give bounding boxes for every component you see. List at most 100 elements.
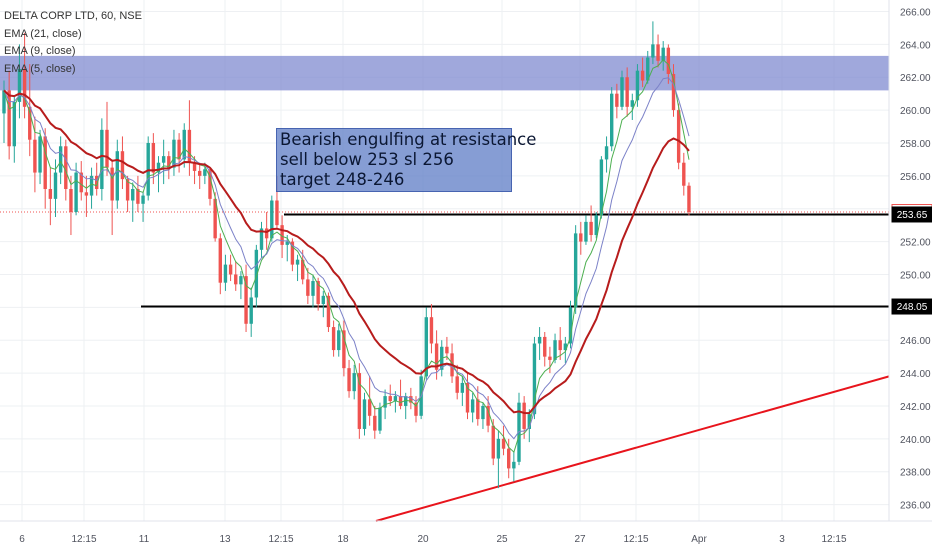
candle-body[interactable]: [558, 340, 562, 351]
candle-body[interactable]: [476, 399, 480, 420]
candle-body[interactable]: [635, 70, 640, 101]
candle-body[interactable]: [218, 238, 222, 283]
candle-body[interactable]: [177, 139, 181, 160]
candle-body[interactable]: [527, 414, 531, 429]
candle-body[interactable]: [290, 241, 295, 265]
candle-body[interactable]: [434, 343, 439, 370]
candle-body[interactable]: [125, 179, 130, 201]
candle-body[interactable]: [285, 241, 289, 245]
symbol-title[interactable]: DELTA CORP LTD, 60, NSE: [4, 10, 142, 22]
candle-body[interactable]: [393, 396, 398, 402]
candle-body[interactable]: [84, 192, 89, 196]
candle-body[interactable]: [666, 47, 671, 74]
candle-body[interactable]: [342, 330, 346, 369]
candle-body[interactable]: [264, 228, 269, 239]
candle-body[interactable]: [259, 228, 264, 250]
candle-body[interactable]: [167, 156, 171, 168]
candle-body[interactable]: [620, 77, 624, 107]
candle-body[interactable]: [100, 129, 104, 190]
candle-body[interactable]: [610, 93, 614, 147]
candle-body[interactable]: [584, 221, 588, 242]
candle-body[interactable]: [131, 189, 135, 201]
candle-body[interactable]: [460, 382, 465, 393]
candle-body[interactable]: [352, 373, 356, 392]
candle-body[interactable]: [573, 233, 578, 308]
candle-body[interactable]: [568, 307, 573, 344]
candle-body[interactable]: [615, 93, 619, 107]
candle-body[interactable]: [79, 172, 83, 193]
candle-body[interactable]: [321, 295, 325, 305]
candle-body[interactable]: [141, 195, 145, 204]
candle-body[interactable]: [491, 425, 495, 459]
candle-body[interactable]: [671, 73, 676, 111]
candle-body[interactable]: [22, 69, 27, 107]
candle-body[interactable]: [120, 151, 125, 180]
candle-body[interactable]: [311, 281, 315, 296]
candle-body[interactable]: [17, 69, 22, 102]
candle-body[interactable]: [604, 146, 609, 160]
candle-body[interactable]: [409, 396, 413, 403]
candle-body[interactable]: [445, 346, 449, 354]
candle-body[interactable]: [357, 373, 362, 429]
legend-ema5[interactable]: EMA (5, close): [4, 62, 76, 75]
candle-body[interactable]: [38, 136, 42, 173]
annotation-box[interactable]: Bearish engulfing at resistance sell bel…: [276, 128, 536, 192]
candle-body[interactable]: [537, 336, 542, 344]
candle-body[interactable]: [599, 159, 604, 216]
candle-body[interactable]: [470, 399, 475, 413]
candle-body[interactable]: [7, 90, 11, 147]
candle-body[interactable]: [455, 376, 459, 393]
candle-body[interactable]: [48, 189, 53, 199]
resistance-zone[interactable]: [0, 55, 889, 91]
candle-body[interactable]: [661, 47, 665, 61]
candle-body[interactable]: [486, 405, 490, 426]
candle-body[interactable]: [481, 405, 485, 420]
candle-body[interactable]: [646, 57, 650, 81]
candle-body[interactable]: [337, 330, 341, 351]
candle-body[interactable]: [12, 101, 16, 147]
support-trendline[interactable]: [375, 375, 890, 522]
candle-body[interactable]: [105, 129, 109, 168]
candle-body[interactable]: [522, 402, 526, 429]
candle-body[interactable]: [579, 233, 583, 242]
candle-body[interactable]: [589, 221, 593, 236]
candle-body[interactable]: [553, 340, 557, 360]
candle-body[interactable]: [543, 336, 547, 357]
candle-body[interactable]: [326, 295, 331, 328]
candle-body[interactable]: [192, 162, 197, 171]
candle-body[interactable]: [398, 396, 403, 406]
candle-body[interactable]: [136, 189, 140, 204]
candle-body[interactable]: [58, 146, 63, 173]
legend-ema9[interactable]: EMA (9, close): [4, 45, 76, 57]
candle-body[interactable]: [95, 175, 99, 190]
candle-body[interactable]: [563, 343, 568, 351]
candle-body[interactable]: [213, 198, 217, 239]
candle-body[interactable]: [33, 139, 37, 173]
candle-body[interactable]: [208, 169, 212, 199]
candle-body[interactable]: [316, 281, 320, 305]
candle-body[interactable]: [69, 189, 73, 213]
candle-body[interactable]: [182, 129, 186, 160]
candle-body[interactable]: [676, 110, 681, 163]
candle-body[interactable]: [239, 276, 243, 285]
candle-body[interactable]: [687, 185, 691, 213]
candle-body[interactable]: [630, 100, 634, 107]
candle-body[interactable]: [429, 317, 434, 344]
candle-body[interactable]: [234, 274, 238, 285]
candle-body[interactable]: [640, 70, 645, 81]
candle-body[interactable]: [651, 44, 655, 58]
candle-body[interactable]: [156, 162, 161, 173]
candle-body[interactable]: [362, 399, 367, 429]
candle-body[interactable]: [383, 396, 387, 408]
candle-body[interactable]: [373, 415, 377, 431]
candle-body[interactable]: [594, 215, 598, 236]
candle-body[interactable]: [64, 146, 68, 190]
candle-body[interactable]: [89, 175, 94, 196]
candle-body[interactable]: [404, 396, 408, 406]
candle-body[interactable]: [161, 156, 166, 163]
candle-body[interactable]: [203, 169, 207, 176]
candle-body[interactable]: [548, 356, 552, 360]
candle-body[interactable]: [53, 172, 58, 199]
candle-body[interactable]: [198, 170, 202, 176]
candle-body[interactable]: [465, 382, 470, 413]
